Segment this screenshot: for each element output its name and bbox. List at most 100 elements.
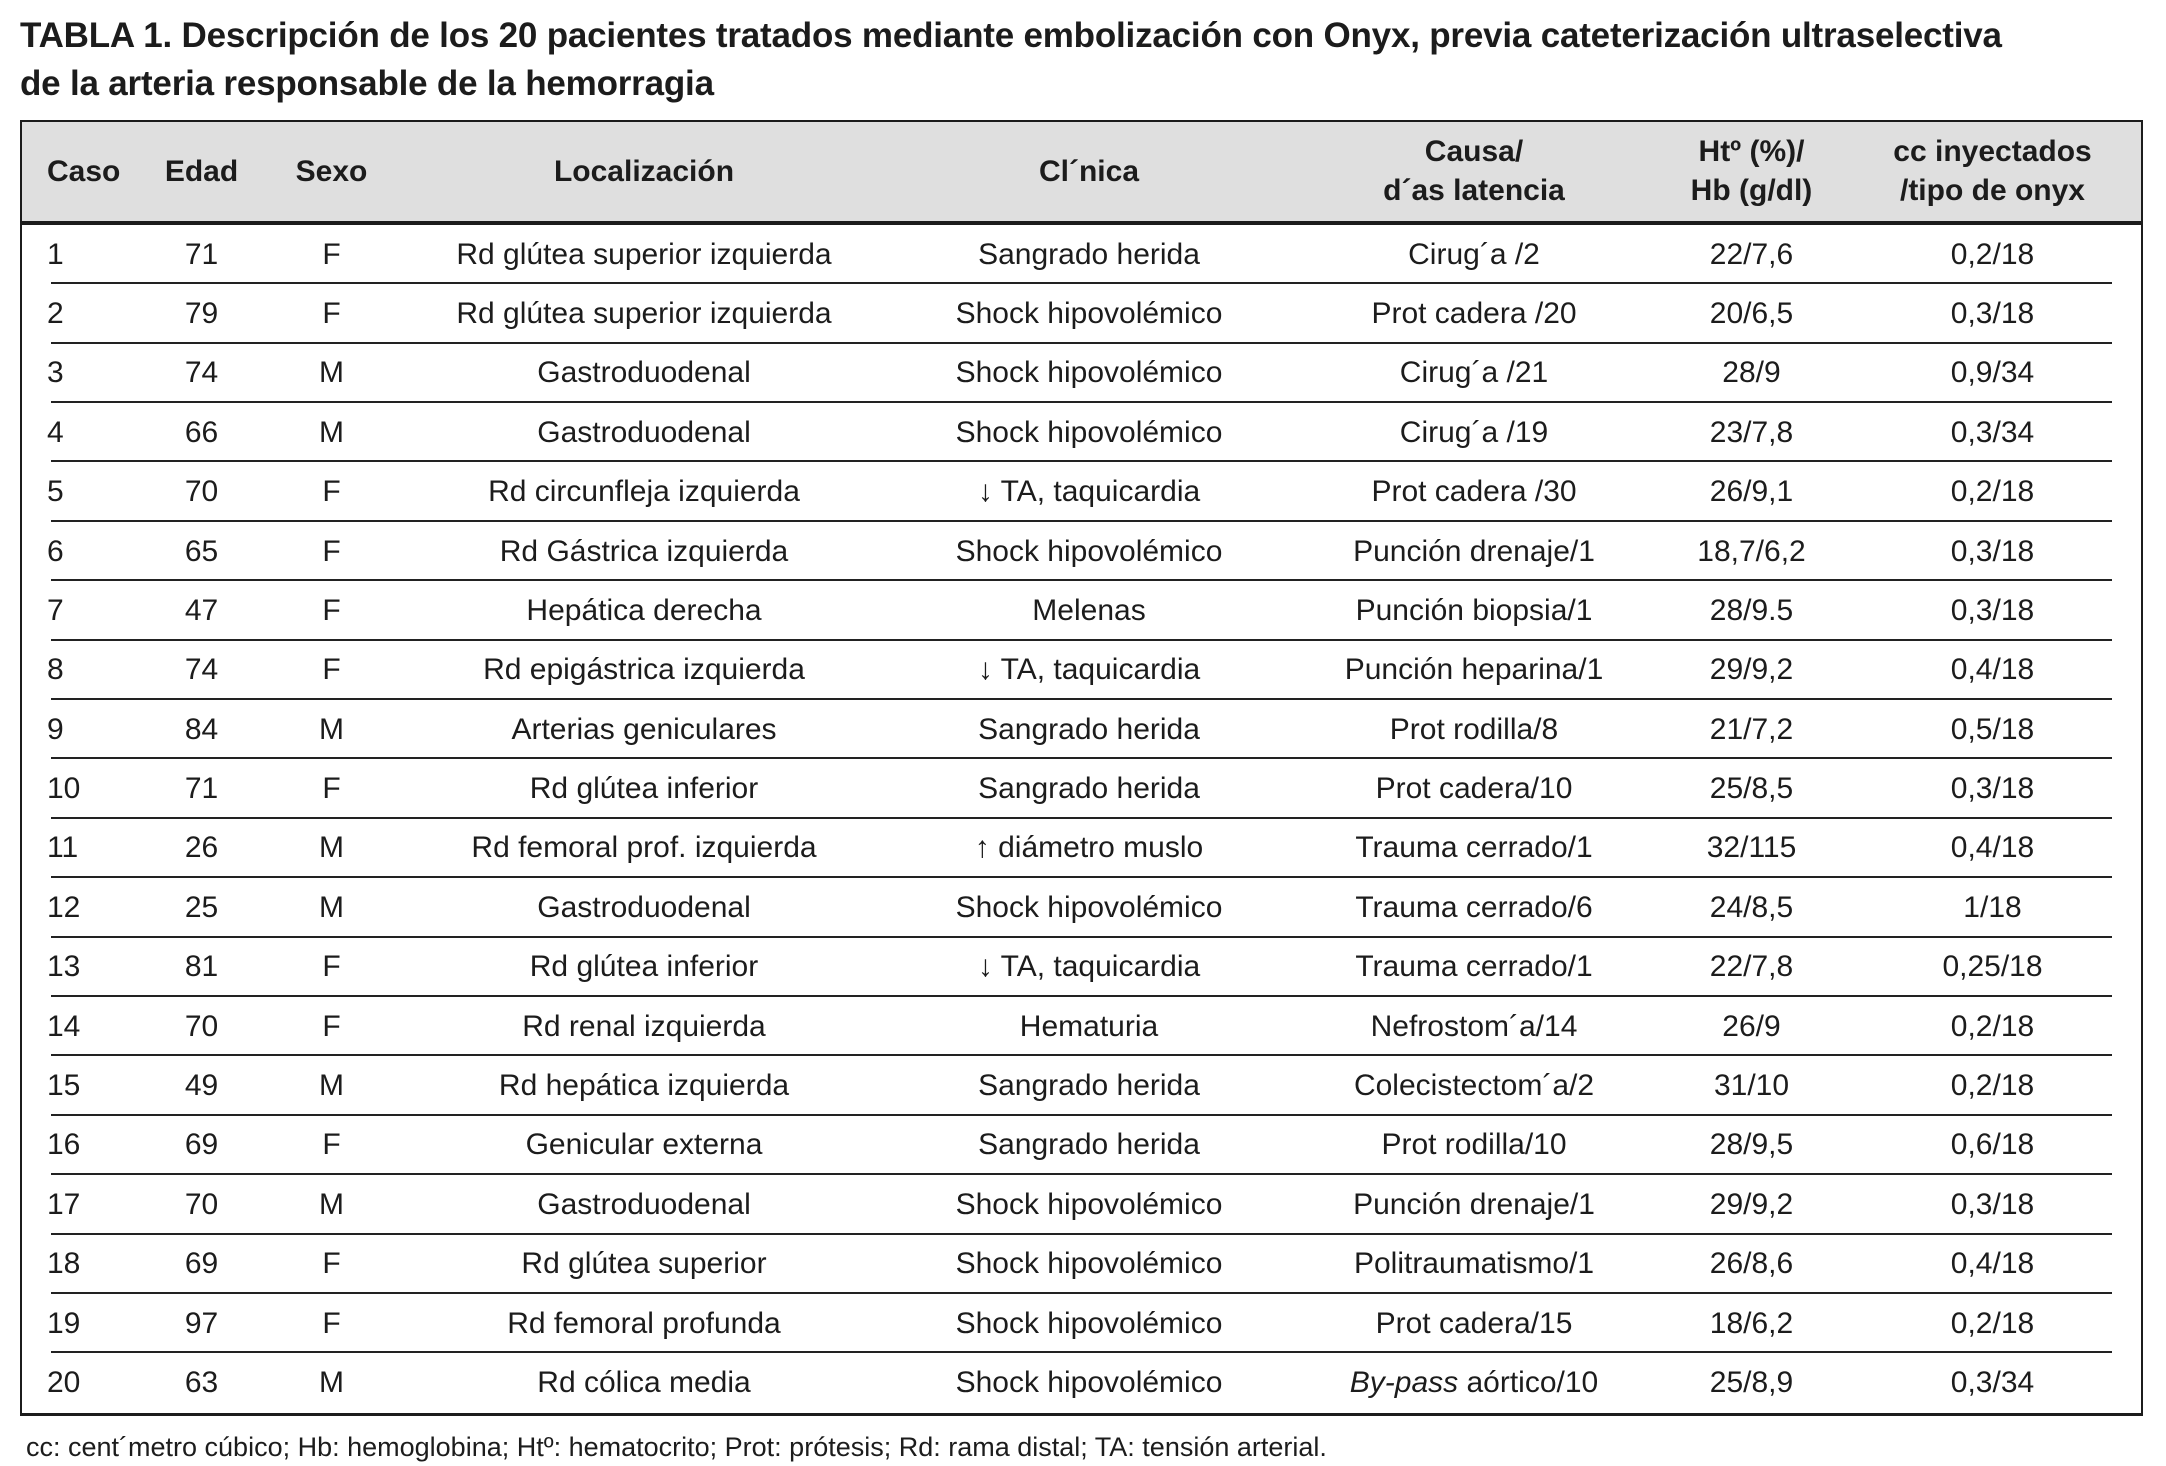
cell-ht-hb: 18,7/6,2 xyxy=(1697,534,1806,568)
cell-localizacion: Gastroduodenal xyxy=(537,1187,751,1221)
table-row: 13 81 F Rd glútea inferior ↓ TA, taquicardia… xyxy=(22,937,2141,997)
cell-edad: 47 xyxy=(184,593,219,627)
cell-clinica: Shock hipovolémico xyxy=(955,890,1223,924)
table-title: TABLA 1. Descripción de los 20 pacientes… xyxy=(20,16,2002,103)
cell-cc-inyectados-tipo-onyx: 0,2/18 xyxy=(1950,1069,2035,1103)
cell-sexo: M xyxy=(319,415,344,449)
cell-localizacion: Rd glútea superior izquierda xyxy=(456,296,832,330)
cell-edad: 70 xyxy=(184,1009,219,1043)
cell-caso: 1 xyxy=(47,237,64,271)
cell-causa-dias-latencia: Trauma cerrado/1 xyxy=(1355,831,1593,865)
cell-ht-hb: 20/6,5 xyxy=(1709,296,1794,330)
cell-clinica: Sangrado herida xyxy=(978,712,1200,746)
cell-localizacion: Gastroduodenal xyxy=(537,415,751,449)
table-row: 5 70 F Rd circunfleja izquierda ↓ TA, taquic… xyxy=(22,462,2141,522)
table-row: 12 25 M Gastroduodenal Shock hipovolémico Tra… xyxy=(22,878,2141,938)
cell-sexo: F xyxy=(322,1247,341,1281)
table-row: 20 63 M Rd cólica media Shock hipovolémico By… xyxy=(22,1353,2141,1412)
cell-clinica: Shock hipovolémico xyxy=(955,1187,1223,1221)
cell-sexo: M xyxy=(319,1365,344,1399)
cell-caso: 7 xyxy=(47,593,64,627)
cell-edad: 49 xyxy=(184,1069,219,1103)
table-row: 11 26 M Rd femoral prof. izquierda ↑ diámetr… xyxy=(22,818,2141,879)
cell-edad: 69 xyxy=(184,1128,219,1162)
cell-causa-dias-latencia: Prot cadera /30 xyxy=(1371,475,1577,509)
cell-edad: 69 xyxy=(184,1247,219,1281)
column-header-ht-hb: Htº (%)/ Hb (g/dl) xyxy=(1690,134,1813,208)
cell-ht-hb: 31/10 xyxy=(1713,1069,1790,1103)
cell-sexo: F xyxy=(322,653,341,687)
cell-ht-hb: 25/8,9 xyxy=(1709,1365,1794,1399)
cell-localizacion: Rd Gástrica izquierda xyxy=(499,534,789,568)
cell-causa-dias-latencia: Prot cadera/15 xyxy=(1375,1306,1573,1340)
table-row: 2 79 F Rd glútea superior izquierda Shock hi… xyxy=(22,284,2141,344)
cell-caso: 19 xyxy=(47,1306,81,1340)
cell-sexo: F xyxy=(322,1306,341,1340)
cell-cc-inyectados-tipo-onyx: 0,3/18 xyxy=(1950,534,2035,568)
cell-cc-inyectados-tipo-onyx: 0,3/34 xyxy=(1950,415,2035,449)
table-header-row: Caso Edad Sexo Localización Cl´nica Caus… xyxy=(22,121,2141,225)
cell-edad: 63 xyxy=(184,1365,219,1399)
cell-clinica: Melenas xyxy=(1032,593,1146,627)
cell-ht-hb: 29/9,2 xyxy=(1709,1187,1794,1221)
cell-caso: 10 xyxy=(47,772,81,806)
cell-clinica: ↓ TA, taquicardia xyxy=(977,950,1201,984)
cell-causa-dias-latencia: Cirug´a /21 xyxy=(1399,356,1549,390)
cell-localizacion: Genicular externa xyxy=(525,1128,763,1162)
cell-causa-dias-latencia: Punción drenaje/1 xyxy=(1353,534,1595,568)
cell-cc-inyectados-tipo-onyx: 0,2/18 xyxy=(1950,1009,2035,1043)
cell-localizacion: Gastroduodenal xyxy=(537,890,751,924)
cell-causa-dias-latencia: Colecistectom´a/2 xyxy=(1353,1069,1595,1103)
cell-caso: 8 xyxy=(47,653,64,687)
cell-localizacion: Rd glútea superior izquierda xyxy=(456,237,832,271)
cell-edad: 70 xyxy=(184,1187,219,1221)
cell-caso: 14 xyxy=(47,1009,81,1043)
cell-edad: 70 xyxy=(184,475,219,509)
table-footnote: cc: cent´metro cúbico; Hb: hemoglobina; … xyxy=(26,1431,1327,1462)
cell-caso: 12 xyxy=(47,890,81,924)
table-row: 18 69 F Rd glútea superior Shock hipovolémic… xyxy=(22,1234,2141,1294)
cell-causa-dias-latencia: Punción biopsia/1 xyxy=(1355,593,1593,627)
table-row: 8 74 F Rd epigástrica izquierda ↓ TA, taquic… xyxy=(22,640,2141,700)
cell-sexo: M xyxy=(319,1069,344,1103)
cell-clinica: ↓ TA, taquicardia xyxy=(977,475,1201,509)
table-row: 16 69 F Genicular externa Sangrado herida Pro… xyxy=(22,1115,2141,1176)
cell-localizacion: Rd femoral profunda xyxy=(507,1306,781,1340)
cell-clinica: Shock hipovolémico xyxy=(955,296,1223,330)
cell-caso: 4 xyxy=(47,415,64,449)
cell-cc-inyectados-tipo-onyx: 0,3/18 xyxy=(1950,296,2035,330)
cell-cc-inyectados-tipo-onyx: 0,2/18 xyxy=(1950,1306,2035,1340)
table-row: 15 49 M Rd hepática izquierda Sangrado herid… xyxy=(22,1056,2141,1116)
cell-edad: 26 xyxy=(184,831,219,865)
table-body: 1 71 F Rd glútea superior izquierda Sangrado… xyxy=(22,224,2141,1413)
cell-sexo: F xyxy=(322,772,341,806)
cell-edad: 74 xyxy=(184,356,219,390)
cell-clinica: Shock hipovolémico xyxy=(955,356,1223,390)
column-header-caso: Caso xyxy=(47,154,121,188)
cell-sexo: F xyxy=(322,296,341,330)
cell-clinica: Sangrado herida xyxy=(978,1128,1200,1162)
cell-caso: 11 xyxy=(47,831,79,865)
cell-clinica: Shock hipovolémico xyxy=(955,415,1223,449)
cell-edad: 66 xyxy=(184,415,219,449)
cell-ht-hb: 26/9 xyxy=(1722,1009,1781,1043)
cell-causa-dias-latencia: Prot cadera/10 xyxy=(1375,772,1573,806)
cell-ht-hb: 25/8,5 xyxy=(1709,772,1794,806)
cell-localizacion: Rd femoral prof. izquierda xyxy=(471,831,817,865)
cell-ht-hb: 26/8,6 xyxy=(1709,1247,1794,1281)
cell-causa-dias-latencia: Prot rodilla/10 xyxy=(1381,1128,1567,1162)
cell-sexo: F xyxy=(322,237,341,271)
cell-caso: 9 xyxy=(47,712,64,746)
cell-caso: 20 xyxy=(47,1365,81,1399)
cell-localizacion: Rd epigástrica izquierda xyxy=(483,653,805,687)
cell-localizacion: Gastroduodenal xyxy=(537,356,751,390)
cell-clinica: Hematuria xyxy=(1019,1009,1159,1043)
cell-sexo: F xyxy=(322,593,341,627)
cell-sexo: M xyxy=(319,712,344,746)
cell-ht-hb: 21/7,2 xyxy=(1709,712,1794,746)
cell-sexo: M xyxy=(319,356,344,390)
cell-cc-inyectados-tipo-onyx: 0,4/18 xyxy=(1950,831,2035,865)
table-row: 7 47 F Hepática derecha Melenas Punción biops… xyxy=(22,581,2141,641)
cell-causa-dias-latencia: Politraumatismo/1 xyxy=(1353,1247,1595,1281)
